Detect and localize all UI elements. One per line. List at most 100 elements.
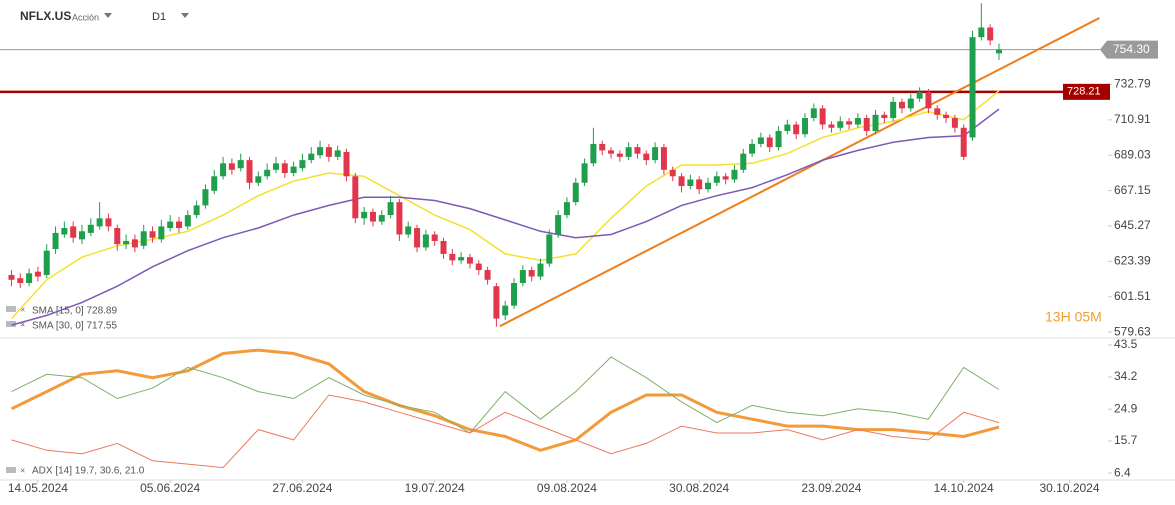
legend-icons: × × × (6, 304, 25, 475)
indicator-line (11, 394, 1000, 469)
candle-body (422, 234, 429, 248)
candle-body (519, 270, 526, 284)
level-label: 728.21 (1067, 86, 1101, 98)
candle-body (828, 124, 835, 128)
candle-body (78, 231, 85, 240)
candle-body (608, 150, 615, 154)
candle-body (237, 160, 244, 169)
price-label-box (1100, 40, 1158, 59)
candle-body (378, 215, 385, 222)
candle-body (405, 226, 412, 235)
candle-body (26, 273, 33, 284)
price-label: 754.30 (1113, 42, 1150, 56)
candle-body (34, 271, 41, 277)
candle-body (837, 121, 844, 128)
candle-body (890, 101, 897, 119)
candle-body (793, 124, 800, 135)
countdown: 13H 05M (1045, 309, 1102, 325)
candle-body (537, 263, 544, 277)
candle-body (317, 147, 324, 156)
symbol: NFLX.US (20, 9, 71, 23)
candle-body (696, 179, 703, 190)
y-tick-label: 34.2 (1114, 369, 1138, 383)
candle-body (652, 147, 659, 161)
y-tick-label: 601.51 (1114, 289, 1151, 303)
x-tick-label: 23.09.2024 (801, 481, 861, 495)
y-tick-label: 6.4 (1114, 465, 1131, 479)
candle-body (819, 108, 826, 125)
candle-body (572, 182, 579, 203)
candle-body (87, 224, 94, 233)
y-tick-label: 15.7 (1114, 433, 1138, 447)
candle-body (634, 147, 641, 154)
x-tick-label: 09.08.2024 (537, 481, 597, 495)
candle-body (493, 286, 500, 319)
candle-body (978, 27, 985, 38)
candle-body (131, 239, 138, 248)
candle-body (334, 150, 341, 157)
candle-body (105, 218, 112, 227)
candle-body (969, 37, 976, 138)
candle-body (925, 92, 932, 109)
y-tick-label: 689.03 (1114, 147, 1151, 161)
candle-body (352, 176, 359, 219)
y-tick-label: 710.91 (1114, 112, 1151, 126)
candle-body (846, 121, 853, 125)
candle-body (898, 101, 905, 109)
candle-body (61, 228, 68, 235)
candle-body (158, 226, 165, 240)
candle-body (943, 114, 950, 119)
candle-body (414, 228, 421, 248)
candle-body (581, 163, 588, 183)
candle-body (228, 163, 235, 170)
candle-body (872, 114, 879, 131)
candle-body (643, 153, 650, 161)
x-tick-label: 30.10.2024 (1039, 481, 1099, 495)
candle-body (502, 305, 509, 316)
candle-body (184, 215, 191, 227)
candle-body (907, 98, 914, 109)
candle-body (757, 137, 764, 144)
candle-body (255, 176, 262, 183)
candle-body (863, 118, 870, 131)
dropdown-icon[interactable] (181, 13, 189, 18)
candle-body (449, 253, 456, 261)
candle-body (396, 202, 403, 235)
candle-body (123, 240, 130, 245)
candle-body (775, 130, 782, 148)
candle-body (484, 270, 491, 280)
svg-text:×: × (20, 319, 25, 329)
candle-body (466, 257, 473, 264)
candle-body (114, 228, 121, 245)
candle-body (431, 234, 438, 241)
candle-body (678, 176, 685, 186)
candle-body (555, 215, 562, 235)
candle-body (546, 234, 553, 264)
y-tick-label: 667.15 (1114, 183, 1151, 197)
sma-line (10, 90, 1000, 320)
candle-body (193, 205, 200, 216)
svg-text:×: × (20, 465, 25, 475)
candle-body (361, 211, 368, 219)
candle-body (731, 169, 738, 180)
candle-body (916, 92, 923, 99)
asset-type: Acción (72, 12, 99, 22)
candle-body (96, 218, 103, 227)
candle-body (290, 166, 297, 174)
candle-body (369, 211, 376, 222)
candle-body (766, 137, 773, 148)
sma-line (11, 108, 1000, 326)
candle-body (881, 114, 888, 119)
candle-body (590, 143, 597, 164)
candle-body (722, 176, 729, 180)
timeframe[interactable]: D1 (152, 11, 166, 23)
candle-body (528, 270, 535, 277)
candle-body (8, 274, 15, 280)
svg-text:×: × (20, 304, 25, 314)
candle-body (308, 153, 315, 161)
candle-body (625, 147, 632, 157)
dropdown-icon[interactable] (104, 13, 112, 18)
y-tick-label: 579.63 (1114, 324, 1151, 338)
x-tick-label: 14.10.2024 (934, 481, 994, 495)
